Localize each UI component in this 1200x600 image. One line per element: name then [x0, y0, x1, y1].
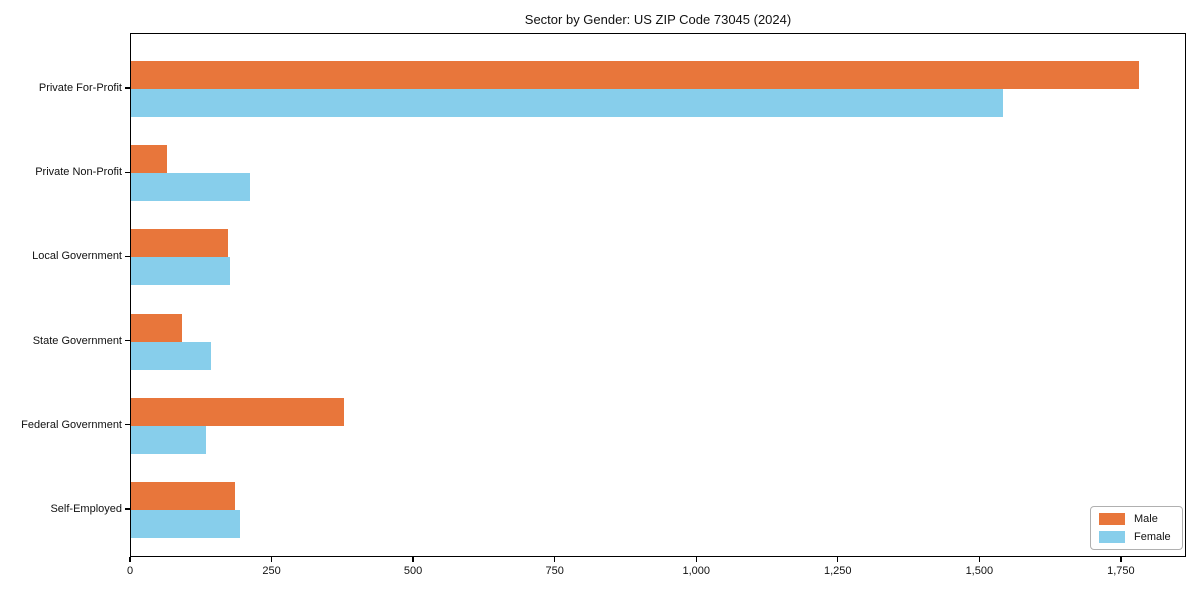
bar-male-2	[131, 229, 228, 258]
x-axis-tick	[1120, 557, 1122, 562]
x-axis-tick	[270, 557, 273, 562]
legend: Male Female	[1090, 506, 1183, 550]
y-axis-label: Private For-Profit	[38, 82, 122, 94]
x-axis-tick-label: 1,750	[1107, 565, 1135, 577]
y-axis-label: Federal Government	[21, 418, 122, 431]
x-axis-tick	[553, 557, 556, 562]
x-axis-tick	[412, 557, 414, 562]
plot-area	[130, 33, 1186, 557]
bar-female-5	[131, 510, 241, 538]
x-axis-tick	[129, 557, 131, 562]
y-axis-tick	[125, 255, 130, 258]
y-axis-label: Local Government	[32, 250, 122, 263]
bar-male-1	[131, 145, 168, 174]
y-axis-tick	[125, 508, 130, 510]
x-axis-tick-label: 750	[545, 565, 564, 577]
legend-label: Male	[1134, 513, 1158, 525]
bar-female-0	[131, 89, 1003, 117]
x-axis-tick-label: 0	[126, 565, 134, 577]
x-axis-tick	[695, 557, 697, 562]
legend-item-male: Male	[1099, 513, 1182, 525]
y-axis-label: Self-Employed	[50, 503, 122, 515]
bar-female-1	[131, 173, 250, 202]
legend-swatch-male	[1099, 513, 1125, 525]
x-axis-tick	[837, 557, 839, 562]
y-axis-tick	[125, 339, 130, 342]
x-axis-tick-label: 1,250	[824, 565, 852, 577]
legend-item-female: Female	[1099, 531, 1182, 543]
bar-male-0	[131, 61, 1139, 89]
x-axis-tick-label: 250	[262, 565, 281, 577]
bar-male-5	[131, 482, 236, 510]
chart-title: Sector by Gender: US ZIP Code 73045 (202…	[524, 12, 792, 27]
legend-swatch-female	[1099, 531, 1125, 543]
bar-male-4	[131, 397, 344, 426]
x-axis-tick-label: 1,000	[682, 565, 710, 577]
legend-label: Female	[1134, 531, 1171, 543]
bar-female-3	[131, 341, 211, 370]
x-axis-tick	[978, 557, 981, 562]
bar-male-3	[131, 313, 182, 342]
y-axis-tick	[125, 424, 130, 426]
y-axis-tick	[125, 87, 130, 89]
bar-female-4	[131, 425, 207, 454]
x-axis-tick-label: 1,500	[965, 565, 994, 577]
x-axis-tick-label: 500	[403, 565, 423, 577]
y-axis-label: Private Non-Profit	[35, 166, 122, 179]
bar-female-2	[131, 257, 231, 286]
y-axis-label: State Government	[32, 334, 122, 347]
y-axis-tick	[125, 171, 130, 173]
